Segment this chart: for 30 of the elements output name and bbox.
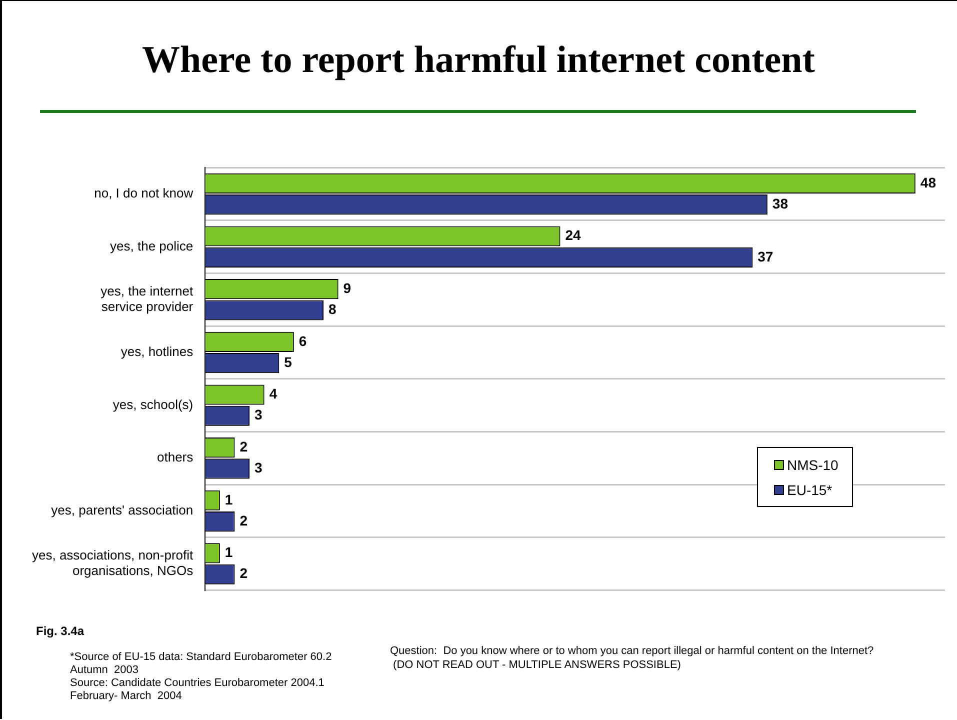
data-label: 2 (240, 512, 248, 528)
y-tick-label: yes, parents' association (51, 502, 194, 518)
y-tick-label: yes, associations, non-profit organisations, NGOs (32, 548, 194, 578)
y-tick-label: yes, the police (110, 238, 194, 254)
data-label: 3 (254, 460, 263, 476)
data-label: 37 (758, 248, 774, 264)
y-tick-label: yes, hotlines (120, 344, 194, 360)
data-label: 1 (224, 544, 233, 560)
caption: Fig. 3.4a (36, 624, 84, 638)
y-tick-label: yes, the internet service provider (100, 283, 194, 314)
data-label: 4 (269, 386, 278, 402)
data-label: 9 (343, 280, 352, 296)
text: Question: Do you know where or to whom you can report illegal or harmful content on the Internet? (DO NOT READ OUT - MULTIPLE ANSWERS POSSIBLE) (390, 644, 874, 672)
y-tick-label: no, I do not know (94, 186, 194, 201)
data-label: 8 (328, 301, 337, 318)
data-label: 2 (240, 438, 248, 454)
data-label: 6 (298, 332, 307, 349)
data-label: 1 (224, 491, 233, 508)
data-label: 2 (240, 565, 248, 582)
data-label: 3 (254, 406, 263, 423)
legend-label: NMS-10 (786, 456, 838, 474)
legend-label: EU-15* (786, 480, 834, 500)
y-tick-label: yes, school(s) (112, 396, 194, 412)
y-tick-label: others (156, 450, 194, 465)
chart-title: Where to report harmful internet content (141, 38, 816, 82)
data-label: 38 (772, 195, 788, 212)
data-label: 24 (565, 227, 582, 244)
data-label: 5 (284, 354, 292, 370)
data-label: 48 (920, 174, 936, 190)
text: *Source of EU-15 data: Standard Eurobarometer 60.2 Autumn 2003 Source: Candidate Countries Eurobarometer 2004.1 February- March 2004 (70, 651, 332, 703)
